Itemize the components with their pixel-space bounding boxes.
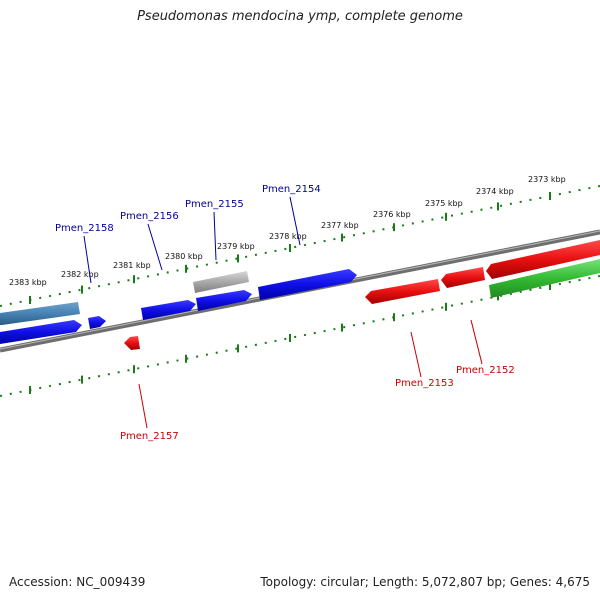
scale-label: 2380 kbp <box>165 252 203 261</box>
gene-label-2156[interactable]: Pmen_2156 <box>120 211 179 222</box>
feature-green[interactable] <box>489 259 600 298</box>
accession-label: Accession: NC_009439 <box>9 575 146 589</box>
scale-label: 2382 kbp <box>61 270 99 279</box>
gene-label-2153[interactable]: Pmen_2153 <box>395 378 454 389</box>
reverse-features <box>124 240 600 350</box>
label-leaders <box>83 196 483 429</box>
leader-2152 <box>470 319 483 365</box>
feature-steel-blue[interactable] <box>0 302 80 325</box>
feature-blue-small[interactable] <box>88 316 106 329</box>
gene-label-2157[interactable]: Pmen_2157 <box>120 431 179 442</box>
scale-label: 2381 kbp <box>113 261 151 270</box>
leader-2158 <box>83 235 92 284</box>
reverse-scale-line <box>0 275 600 397</box>
feature-blue-2158[interactable] <box>0 320 82 344</box>
leader-2155 <box>213 211 217 261</box>
scale-label: 2376 kbp <box>373 210 411 219</box>
feature-blue-2155[interactable] <box>196 290 252 311</box>
leader-2153 <box>410 331 422 378</box>
feature-red-long[interactable] <box>486 240 600 279</box>
gene-label-2155[interactable]: Pmen_2155 <box>185 199 244 210</box>
scale-label: 2379 kbp <box>217 242 255 251</box>
reverse-major-ticks <box>29 282 551 394</box>
feature-red-2153[interactable] <box>365 279 440 304</box>
gene-labels: Pmen_2158 Pmen_2156 Pmen_2155 Pmen_2154 … <box>55 184 515 442</box>
feature-red-2152[interactable] <box>441 267 485 288</box>
map-title: Pseudomonas mendocina ymp, complete geno… <box>137 9 463 24</box>
forward-major-ticks <box>29 192 551 304</box>
scale-label: 2377 kbp <box>321 221 359 230</box>
gene-label-2152[interactable]: Pmen_2152 <box>456 365 515 376</box>
scale-label: 2373 kbp <box>528 175 566 184</box>
scale-label: 2378 kbp <box>269 232 307 241</box>
scale-label: 2383 kbp <box>9 278 47 287</box>
feature-red-2157[interactable] <box>124 336 140 350</box>
scale-label: 2374 kbp <box>476 187 514 196</box>
feature-blue-2154[interactable] <box>258 269 357 300</box>
gene-label-2154[interactable]: Pmen_2154 <box>262 184 321 195</box>
feature-gray-2155[interactable] <box>193 271 249 293</box>
leader-2156 <box>147 223 163 271</box>
genome-summary-label: Topology: circular; Length: 5,072,807 bp… <box>260 575 590 589</box>
scale-label: 2375 kbp <box>425 199 463 208</box>
forward-features <box>0 269 357 344</box>
scale-labels: 2383 kbp 2382 kbp 2381 kbp 2380 kbp 2379… <box>9 175 566 287</box>
feature-blue-2156[interactable] <box>141 300 196 320</box>
leader-2154 <box>289 196 301 246</box>
gene-label-2158[interactable]: Pmen_2158 <box>55 223 114 234</box>
leader-2157 <box>138 383 148 429</box>
